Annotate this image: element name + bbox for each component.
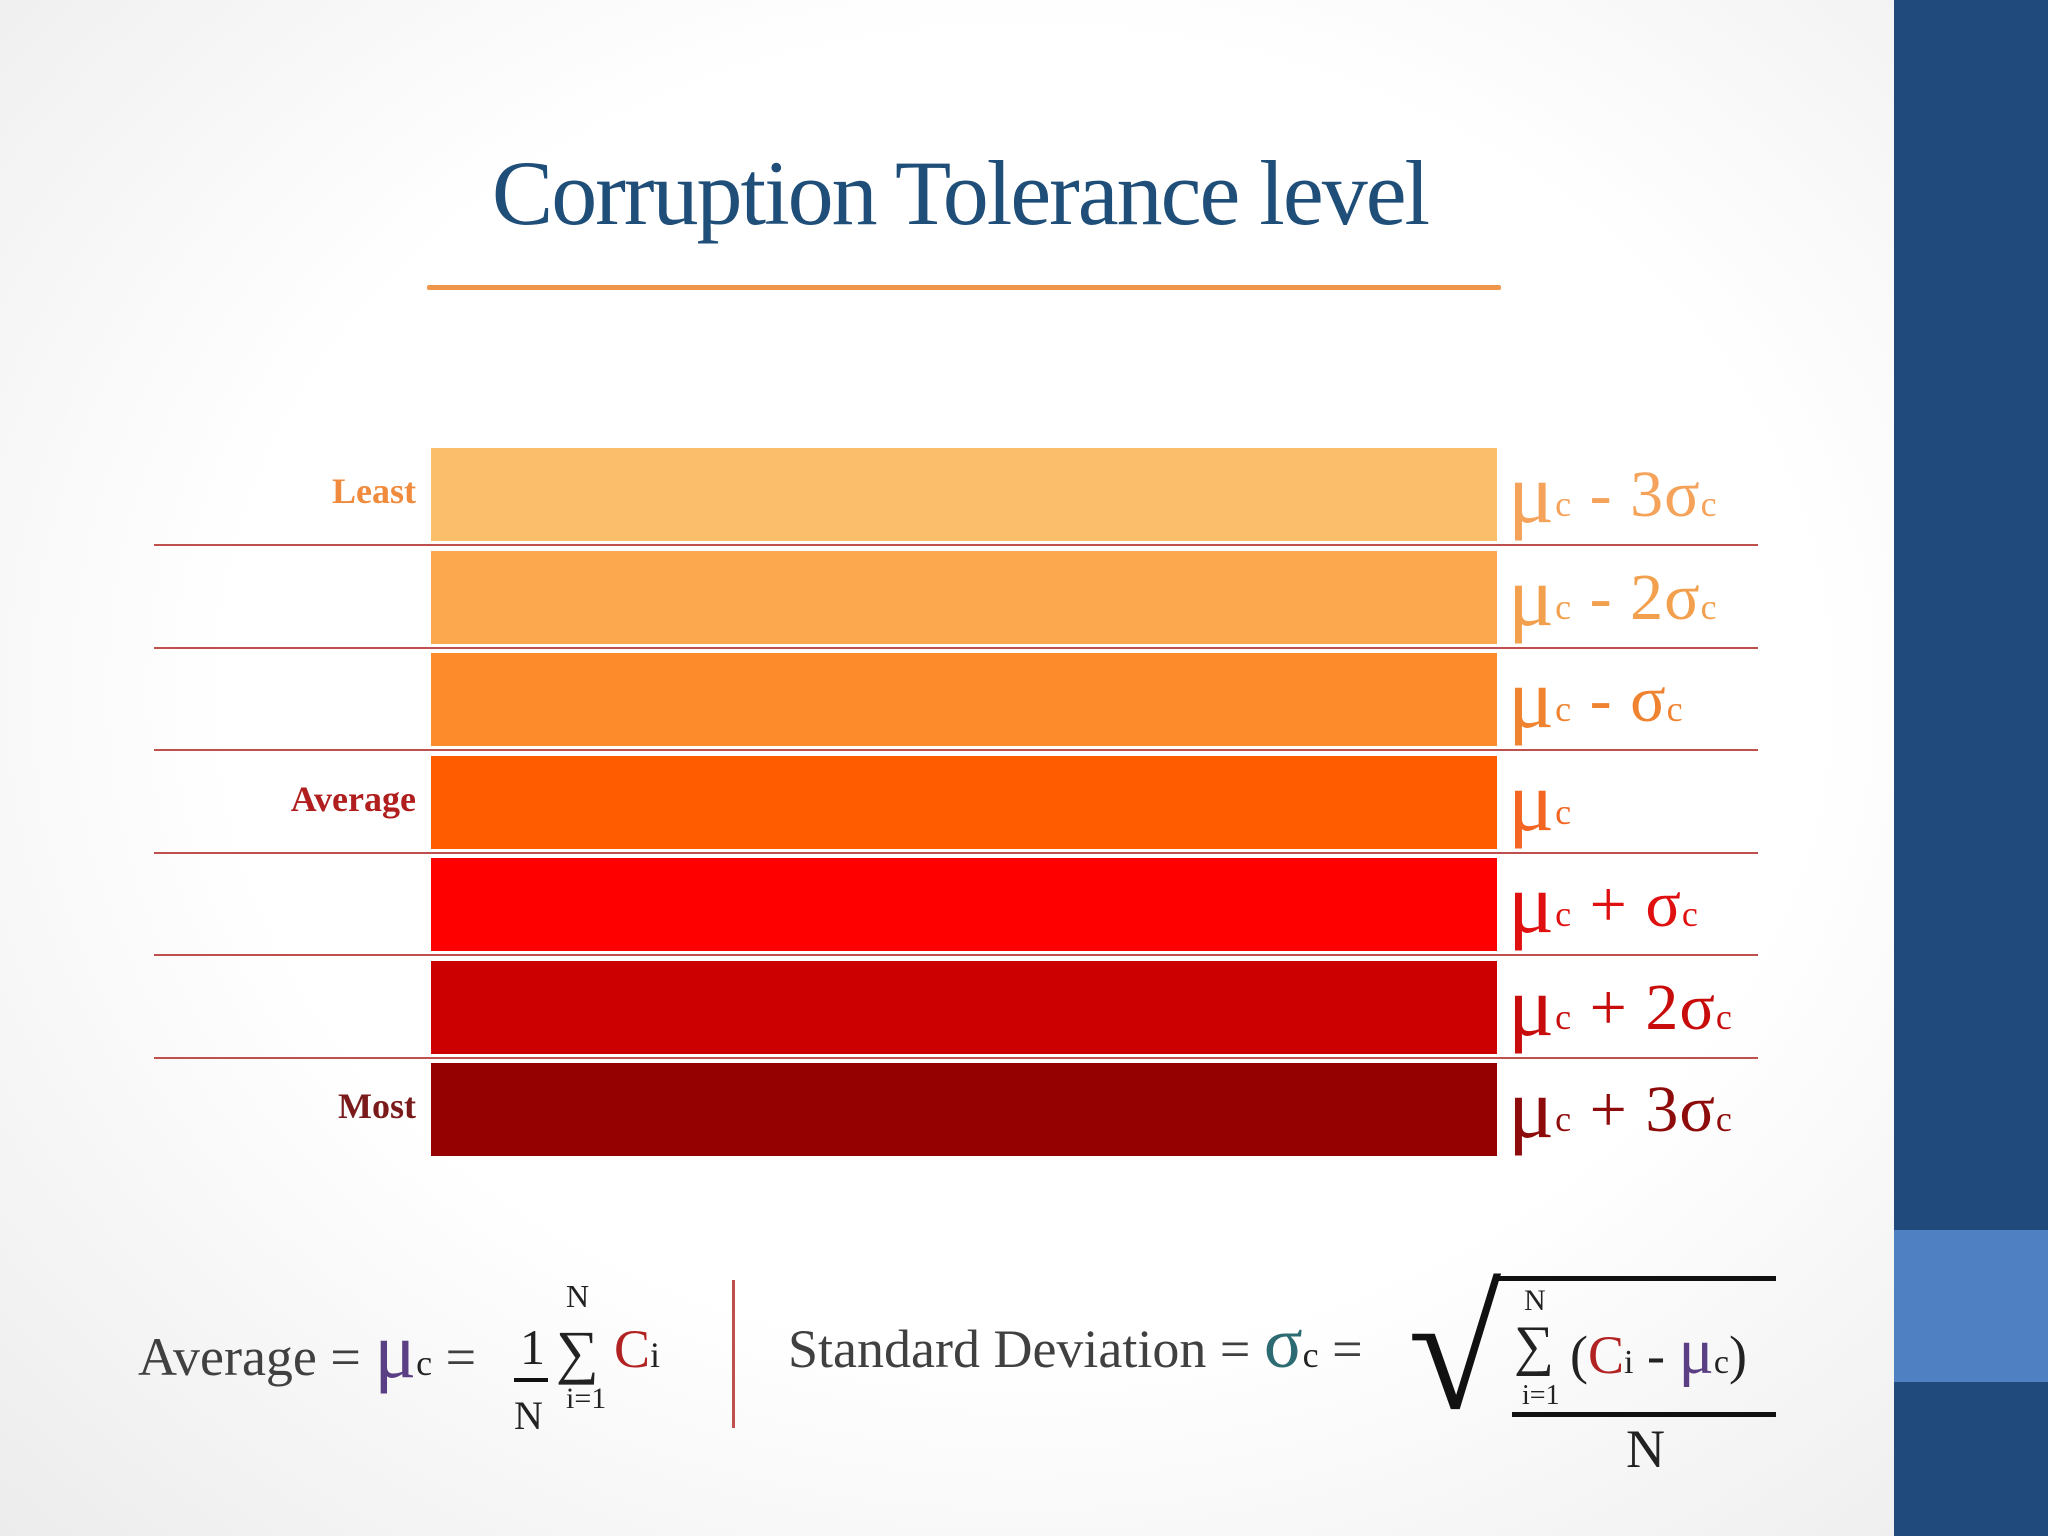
minus-sign: - [1633, 1325, 1679, 1385]
level-formula-sub2: c [1715, 997, 1733, 1037]
c-term: C [1587, 1325, 1625, 1385]
close-paren: ) [1728, 1325, 1747, 1385]
level-formula: μc [1508, 750, 1572, 852]
c-term: C [614, 1319, 651, 1379]
equals-sign: = [432, 1327, 477, 1387]
row-divider [154, 954, 1758, 956]
level-formula: μc - 2σc [1508, 545, 1718, 647]
level-formula-op: - 2 [1572, 561, 1665, 634]
level-formula-sigma: σ [1630, 663, 1667, 736]
level-formula-sub1: c [1555, 689, 1573, 729]
fraction-numerator: 1 [520, 1319, 545, 1375]
level-bar [431, 551, 1497, 644]
level-formula-mu: μ [1508, 548, 1556, 644]
level-side-label: Least [332, 471, 416, 511]
open-paren: ( [1570, 1325, 1588, 1385]
level-formula-mu: μ [1508, 753, 1556, 849]
radical-overline [1498, 1276, 1776, 1281]
level-formula-mu: μ [1508, 855, 1556, 951]
equals-sign: = [1318, 1319, 1363, 1379]
sigma-symbol: σ [1263, 1303, 1303, 1383]
average-label: Average = [138, 1327, 375, 1387]
level-formula-op: + 2 [1572, 971, 1680, 1044]
level-formula: μc + 2σc [1508, 955, 1733, 1057]
level-formula-sub2: c [1700, 484, 1718, 524]
c-subscript: i [650, 1335, 661, 1375]
level-formula-op: + [1572, 868, 1646, 941]
row-divider [154, 852, 1758, 854]
level-formula-sub1: c [1555, 1099, 1573, 1139]
mu-subscript: c [1713, 1344, 1729, 1381]
level-bar [431, 756, 1497, 849]
level-bar [431, 1063, 1497, 1156]
level-formula-sub1: c [1555, 997, 1573, 1037]
summation-icon: ∑ [1514, 1315, 1554, 1377]
level-formula-sub1: c [1555, 894, 1573, 934]
sidebar-accent-block [1894, 1230, 2048, 1382]
sum-lower-limit: i=1 [566, 1382, 607, 1415]
level-formula-sigma: σ [1645, 868, 1682, 941]
level-formula-sigma: σ [1679, 1073, 1716, 1146]
level-formula-sub2: c [1715, 1099, 1733, 1139]
level-formula-sigma: σ [1664, 458, 1701, 531]
level-formula-sub2: c [1700, 587, 1718, 627]
level-formula-mu: μ [1508, 1060, 1556, 1156]
fraction-denominator: N [514, 1393, 543, 1438]
sd-fraction-bar [1512, 1412, 1776, 1417]
level-bar [431, 448, 1497, 541]
sum-upper-limit: N [566, 1278, 590, 1314]
level-formula-sub1: c [1555, 484, 1573, 524]
row-divider [154, 544, 1758, 546]
row-divider [154, 749, 1758, 751]
sum-lower-limit: i=1 [1522, 1380, 1560, 1411]
level-formula: μc - σc [1508, 647, 1684, 749]
level-formula: μc + σc [1508, 852, 1699, 954]
mu-subscript: c [416, 1343, 433, 1383]
level-side-label: Most [338, 1086, 416, 1126]
level-formula-mu: μ [1508, 445, 1556, 541]
level-formula-sub1: c [1555, 792, 1573, 832]
level-formula-op: - [1572, 663, 1631, 736]
level-formula-sigma: σ [1679, 971, 1716, 1044]
mu-symbol: μ [374, 1307, 417, 1394]
level-formula-op: - 3 [1572, 458, 1665, 531]
square-root-icon: √ [1408, 1257, 1502, 1445]
standard-deviation-label: Standard Deviation = [788, 1319, 1264, 1379]
level-formula-mu: μ [1508, 650, 1556, 746]
mu-symbol: μ [1678, 1315, 1714, 1388]
summation-icon: ∑ [556, 1319, 599, 1385]
level-formula-sigma: σ [1664, 561, 1701, 634]
level-side-label: Average [290, 779, 416, 819]
level-formula-op: + 3 [1572, 1073, 1680, 1146]
row-divider [154, 647, 1758, 649]
level-formula-mu: μ [1508, 958, 1556, 1054]
level-formula: μc - 3σc [1508, 442, 1718, 544]
sigma-subscript: c [1302, 1335, 1319, 1375]
level-bar [431, 858, 1497, 951]
c-subscript: i [1624, 1344, 1634, 1381]
level-bar [431, 653, 1497, 746]
level-formula: μc + 3σc [1508, 1057, 1733, 1159]
title-underline [427, 285, 1501, 290]
row-divider [154, 1057, 1758, 1059]
slide-title: Corruption Tolerance level [491, 142, 1430, 244]
level-bar [431, 961, 1497, 1054]
sum-upper-limit: N [1524, 1284, 1546, 1317]
formula-divider [732, 1280, 735, 1428]
fraction-bar [514, 1378, 548, 1382]
level-formula-sub2: c [1666, 689, 1684, 729]
level-formula-sub1: c [1555, 587, 1573, 627]
level-formula-sub2: c [1681, 894, 1699, 934]
sd-denominator: N [1626, 1419, 1665, 1479]
